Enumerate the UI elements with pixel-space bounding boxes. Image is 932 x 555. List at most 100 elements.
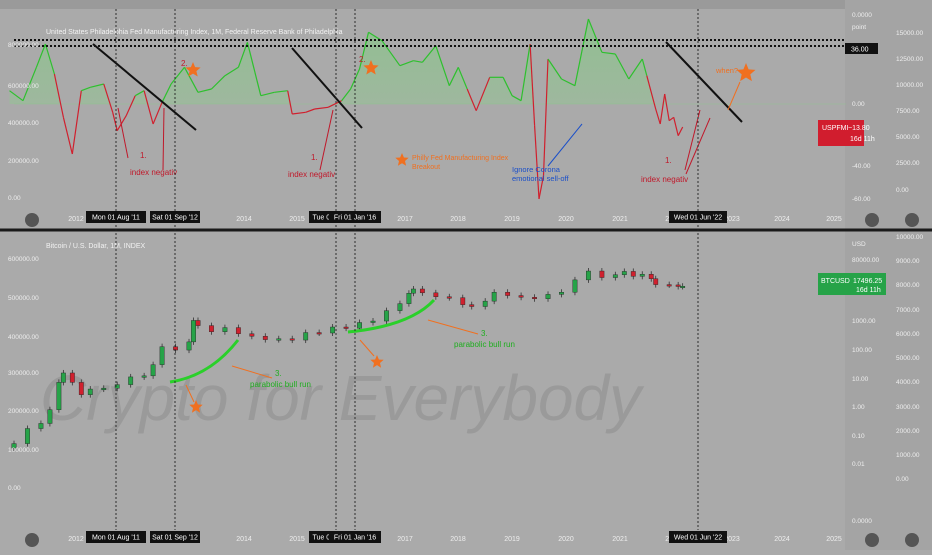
top-left-tick: 800000.00 bbox=[8, 42, 39, 49]
index-line-segment bbox=[143, 90, 154, 125]
candle-down bbox=[249, 333, 255, 337]
candle-up bbox=[680, 286, 686, 288]
settings-handle-top[interactable] bbox=[905, 213, 919, 227]
candle-down bbox=[69, 372, 75, 383]
bottom-mid-tick: 0.0000 bbox=[852, 518, 872, 525]
index-line-segment bbox=[260, 91, 275, 97]
index-line-segment bbox=[81, 86, 91, 92]
date-marker-label: Wed 01 Jun '22 bbox=[674, 215, 722, 222]
index-line-segment bbox=[53, 73, 64, 118]
right-scroll-handle-bottom[interactable] bbox=[865, 533, 879, 547]
year-label: 2017 bbox=[397, 536, 413, 543]
arrow-line bbox=[319, 109, 334, 171]
candle-up bbox=[47, 409, 53, 424]
candle-up bbox=[621, 271, 627, 275]
candle-down bbox=[343, 326, 349, 329]
year-label: 2024 bbox=[774, 536, 790, 543]
candle-down bbox=[209, 325, 214, 332]
bottom-right-tick: 7000.00 bbox=[896, 307, 920, 314]
top-left-tick: 600000.00 bbox=[8, 83, 39, 90]
candle-down bbox=[433, 292, 439, 297]
left-scroll-handle-top[interactable] bbox=[25, 213, 39, 227]
candle-down bbox=[532, 297, 537, 300]
bottom-right-tick: 6000.00 bbox=[896, 331, 920, 338]
bottom-right-tick: 0.00 bbox=[896, 476, 909, 483]
index-line-segment bbox=[646, 75, 657, 110]
downtrend-line bbox=[92, 43, 197, 131]
candle-down bbox=[648, 274, 654, 279]
date-marker-label: Fri 01 Jan '16 bbox=[334, 215, 376, 222]
index-line-segment bbox=[547, 58, 562, 80]
bottom-mid-tick: 1.00 bbox=[852, 404, 865, 411]
top-right-tick: 2500.00 bbox=[896, 160, 920, 167]
year-label: 2025 bbox=[826, 216, 842, 223]
right-scroll-handle-top[interactable] bbox=[865, 213, 879, 227]
top-panel[interactable] bbox=[9, 18, 847, 200]
bottom-panel[interactable] bbox=[11, 268, 686, 452]
candle-down bbox=[316, 332, 322, 335]
candle-up bbox=[186, 341, 192, 351]
index-line-segment bbox=[224, 66, 239, 77]
candle-up bbox=[56, 382, 62, 410]
level-value: 36.00 bbox=[851, 47, 869, 54]
index-line-segment bbox=[435, 45, 450, 86]
level-badge: 36.00 bbox=[845, 43, 878, 54]
candle-up bbox=[330, 326, 336, 334]
settings-handle-bottom[interactable] bbox=[905, 533, 919, 547]
index-line-segment bbox=[237, 42, 248, 68]
index-line-segment bbox=[62, 117, 73, 155]
candle-up bbox=[482, 300, 488, 307]
index-line-segment bbox=[197, 88, 212, 93]
arrow-line bbox=[231, 365, 273, 379]
candle-up bbox=[612, 274, 618, 278]
axes: 800000.00 600000.00 400000.00 200000.00 0.00… bbox=[8, 12, 923, 543]
candle-down bbox=[173, 346, 178, 351]
candle-down bbox=[419, 288, 425, 294]
candle-down bbox=[599, 270, 605, 278]
bottom-right-tick: 9000.00 bbox=[896, 258, 920, 265]
index-line-segment bbox=[641, 58, 648, 76]
date-marker-box bbox=[329, 531, 381, 543]
bottom-mid-tick: USD bbox=[852, 241, 866, 248]
candle-down bbox=[653, 278, 659, 285]
candle-down bbox=[460, 297, 466, 305]
index-area-fill bbox=[9, 19, 683, 104]
label-parabolic: parabolic bull run bbox=[454, 340, 515, 349]
candle-up bbox=[639, 274, 645, 277]
label-breakout: Breakout bbox=[412, 164, 440, 171]
candle-up bbox=[276, 338, 282, 341]
candle-up bbox=[586, 270, 591, 281]
index-line-segment bbox=[659, 93, 666, 125]
year-label: 2015 bbox=[289, 216, 305, 223]
label-one: 1. bbox=[311, 153, 318, 162]
label-three: 3. bbox=[481, 329, 488, 338]
top-right-tick: 10000.00 bbox=[896, 82, 923, 89]
btcusd-badge: BTCUSD 17496.25 16d 11h bbox=[818, 273, 886, 295]
uspfmi-countdown: 16d 11h bbox=[850, 136, 875, 143]
label-index-negativ: index negativ bbox=[641, 175, 688, 184]
candle-up bbox=[370, 320, 376, 323]
left-scroll-handle-bottom[interactable] bbox=[25, 533, 39, 547]
year-label: 2015 bbox=[289, 536, 305, 543]
candle-up bbox=[491, 292, 497, 302]
date-marker-label: Mon 01 Aug '11 bbox=[92, 215, 140, 222]
top-left-tick: 0.00 bbox=[8, 195, 21, 202]
top-right-tick: 12500.00 bbox=[896, 56, 923, 63]
index-line-segment bbox=[601, 51, 616, 55]
bottom-right-tick: 8000.00 bbox=[896, 282, 920, 289]
label-two: 2. bbox=[181, 59, 188, 68]
index-line-segment bbox=[305, 108, 315, 113]
year-label: 2020 bbox=[558, 536, 574, 543]
candle-down bbox=[675, 284, 681, 287]
bottom-panel-background bbox=[0, 232, 932, 550]
bottom-right-tick: 2000.00 bbox=[896, 428, 920, 435]
index-line-segment bbox=[668, 116, 675, 122]
index-line-segment bbox=[529, 43, 536, 126]
index-line-segment bbox=[381, 40, 401, 67]
top-left-tick: 400000.00 bbox=[8, 120, 39, 127]
index-line-segment bbox=[358, 32, 370, 70]
year-label: 2021 bbox=[612, 216, 628, 223]
candle-up bbox=[101, 388, 107, 390]
label-index-negativ: index negativ bbox=[130, 168, 177, 177]
